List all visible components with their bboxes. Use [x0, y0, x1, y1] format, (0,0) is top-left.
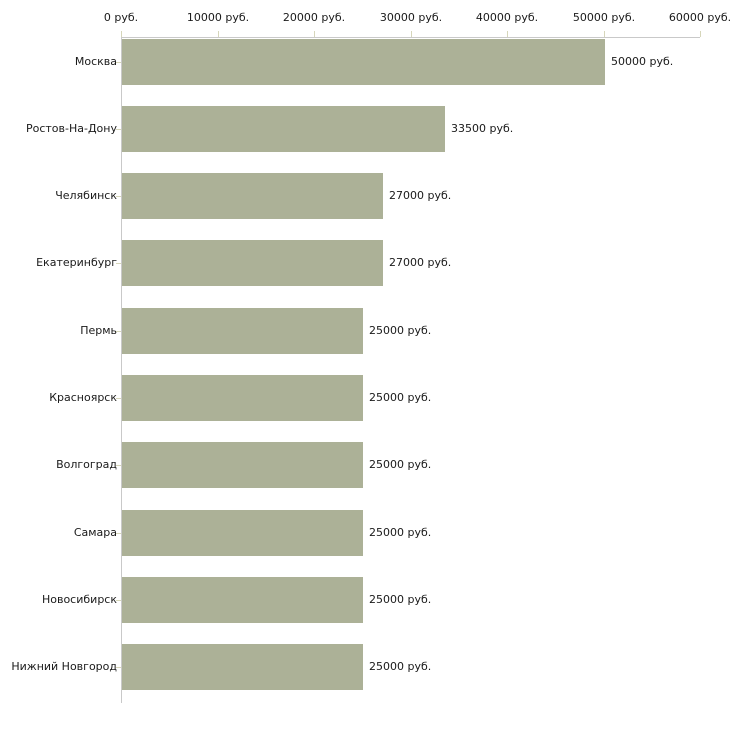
- category-label: Новосибирск: [41, 593, 117, 606]
- bar: [122, 442, 363, 488]
- bar-row: Волгоград 25000 руб.: [0, 431, 730, 498]
- category-label: Ростов-На-Дону: [25, 122, 117, 135]
- y-axis-tick: [116, 62, 121, 63]
- y-axis-tick: [116, 465, 121, 466]
- bar-row: Ростов-На-Дону 33500 руб.: [0, 95, 730, 162]
- bar: [122, 308, 363, 354]
- y-axis-tick: [116, 533, 121, 534]
- bar-row: Красноярск 25000 руб.: [0, 364, 730, 431]
- x-axis-tick: [314, 31, 315, 37]
- x-axis-tick: [121, 31, 122, 37]
- category-label: Пермь: [80, 324, 117, 337]
- value-label: 25000 руб.: [369, 526, 432, 539]
- x-tick-label: 20000 руб.: [282, 11, 346, 24]
- category-label: Нижний Новгород: [11, 660, 117, 673]
- bar: [122, 173, 383, 219]
- x-tick-label: 50000 руб.: [572, 11, 636, 24]
- value-label: 25000 руб.: [369, 458, 432, 471]
- value-label: 27000 руб.: [389, 256, 452, 269]
- value-label: 50000 руб.: [611, 55, 674, 68]
- y-axis-tick: [116, 398, 121, 399]
- bar-row: Самара 25000 руб.: [0, 499, 730, 566]
- value-label: 33500 руб.: [451, 122, 514, 135]
- value-label: 25000 руб.: [369, 324, 432, 337]
- category-label: Москва: [74, 55, 117, 68]
- y-axis-tick: [116, 263, 121, 264]
- value-label: 25000 руб.: [369, 660, 432, 673]
- category-label: Красноярск: [49, 391, 117, 404]
- bar-row: Новосибирск 25000 руб.: [0, 566, 730, 633]
- x-tick-label: 30000 руб.: [379, 11, 443, 24]
- category-label: Самара: [73, 526, 117, 539]
- y-axis-tick: [116, 667, 121, 668]
- bar: [122, 39, 605, 85]
- bar-row: Челябинск 27000 руб.: [0, 162, 730, 229]
- y-axis-line: [121, 37, 122, 703]
- y-axis-tick: [116, 331, 121, 332]
- x-tick-label: 10000 руб.: [186, 11, 250, 24]
- x-axis-tick: [700, 31, 701, 37]
- category-label: Челябинск: [55, 189, 117, 202]
- x-axis-tick: [218, 31, 219, 37]
- bar-row: Пермь 25000 руб.: [0, 297, 730, 364]
- bar: [122, 510, 363, 556]
- x-tick-label: 40000 руб.: [475, 11, 539, 24]
- value-label: 25000 руб.: [369, 391, 432, 404]
- bar-row: Екатеринбург 27000 руб.: [0, 229, 730, 296]
- bar: [122, 375, 363, 421]
- x-tick-label: 60000 руб.: [668, 11, 730, 24]
- value-label: 27000 руб.: [389, 189, 452, 202]
- x-axis-tick: [411, 31, 412, 37]
- category-label: Екатеринбург: [36, 256, 117, 269]
- category-label: Волгоград: [56, 458, 117, 471]
- y-axis-tick: [116, 196, 121, 197]
- value-label: 25000 руб.: [369, 593, 432, 606]
- x-tick-label: 0 руб.: [103, 11, 139, 24]
- bar: [122, 644, 363, 690]
- bar: [122, 240, 383, 286]
- x-axis-tick: [507, 31, 508, 37]
- bar-row: Москва 50000 руб.: [0, 28, 730, 95]
- bar: [122, 577, 363, 623]
- x-axis-line: [121, 37, 700, 38]
- bar-row: Нижний Новгород 25000 руб.: [0, 633, 730, 700]
- x-axis-tick: [604, 31, 605, 37]
- y-axis-tick: [116, 600, 121, 601]
- y-axis-tick: [116, 129, 121, 130]
- bar: [122, 106, 445, 152]
